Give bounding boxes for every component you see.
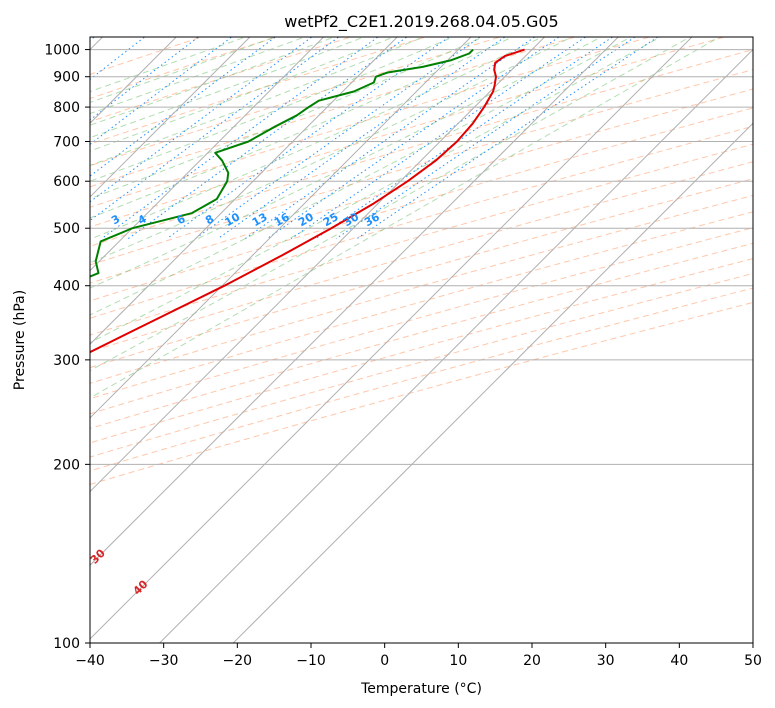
x-tick-label: 0 [380,653,389,669]
plot-frame [89,36,754,644]
y-tick-label: 300 [53,353,80,369]
mixing-ratio-line [90,37,340,222]
sounding-series [90,48,525,354]
mixing-ratio-line [315,37,614,240]
dewpoint-line [90,48,474,278]
mixing-ratio-lines [90,37,659,240]
dry-adiabat [90,178,753,369]
x-tick-label: −30 [149,653,179,669]
y-tick-label: 200 [53,457,80,473]
dry-adiabat [90,211,753,400]
isotherm-line [232,122,753,643]
mixing-ratio-line [101,37,379,240]
isotherm-line [90,37,619,566]
chart-title: wetPf2_C2E1.2019.268.04.05.G05 [284,12,558,32]
y-tick-label: 500 [53,221,80,237]
pressure-gridlines [90,49,753,643]
isotherm-line [90,37,472,419]
isotherm-line [158,48,753,643]
x-axis-ticks: −40 −30 −20 −10 0 10 20 30 40 50 [75,643,762,669]
y-axis-ticks: 100 200 300 400 500 600 700 800 900 1000 [44,43,90,652]
plot-area: -100-90-80-70-60-50-40-30-20-10010203040… [90,37,753,643]
y-tick-label: 800 [53,100,80,116]
y-tick-label: 700 [53,134,80,150]
x-tick-label: −40 [75,653,105,669]
y-tick-label: 600 [53,174,80,190]
isotherm-line [90,37,693,640]
moist-adiabat [90,37,692,372]
x-tick-label: 30 [597,653,615,669]
mixing-ratio-line [166,37,450,240]
dry-adiabat [90,107,753,302]
y-tick-label: 400 [53,279,80,295]
x-tick-label: 50 [744,653,762,669]
x-axis-label: Temperature (°C) [360,681,482,697]
x-tick-label: −10 [296,653,326,669]
y-tick-label: 100 [53,636,80,652]
dry-adiabat [90,287,753,472]
y-axis-label: Pressure (hPa) [12,290,28,390]
mixing-ratio-line [90,37,200,121]
skewed-isotherms [90,37,753,643]
mixing-ratio-line [90,37,313,203]
x-tick-label: 40 [670,653,688,669]
isotherm-line [90,37,546,493]
mixing-ratio-line [244,37,536,240]
y-tick-label: 1000 [44,43,80,59]
temperature-line [90,48,525,354]
dry-adiabat [90,49,753,247]
moist-adiabat [90,37,544,240]
isotherm-line [90,37,251,198]
x-tick-label: −20 [223,653,253,669]
mixing-ratio-line [90,37,277,177]
mixing-ratio-line [356,37,659,240]
isotherm-line [90,37,398,345]
dry-adiabat [90,258,753,444]
dry-adiabat [90,242,753,429]
x-tick-label: 10 [449,653,467,669]
mixing-ratio-line [90,37,233,146]
isotherm-line [90,37,325,272]
x-tick-label: 20 [523,653,541,669]
y-tick-label: 900 [53,70,80,86]
mixing-ratio-line [217,37,506,240]
